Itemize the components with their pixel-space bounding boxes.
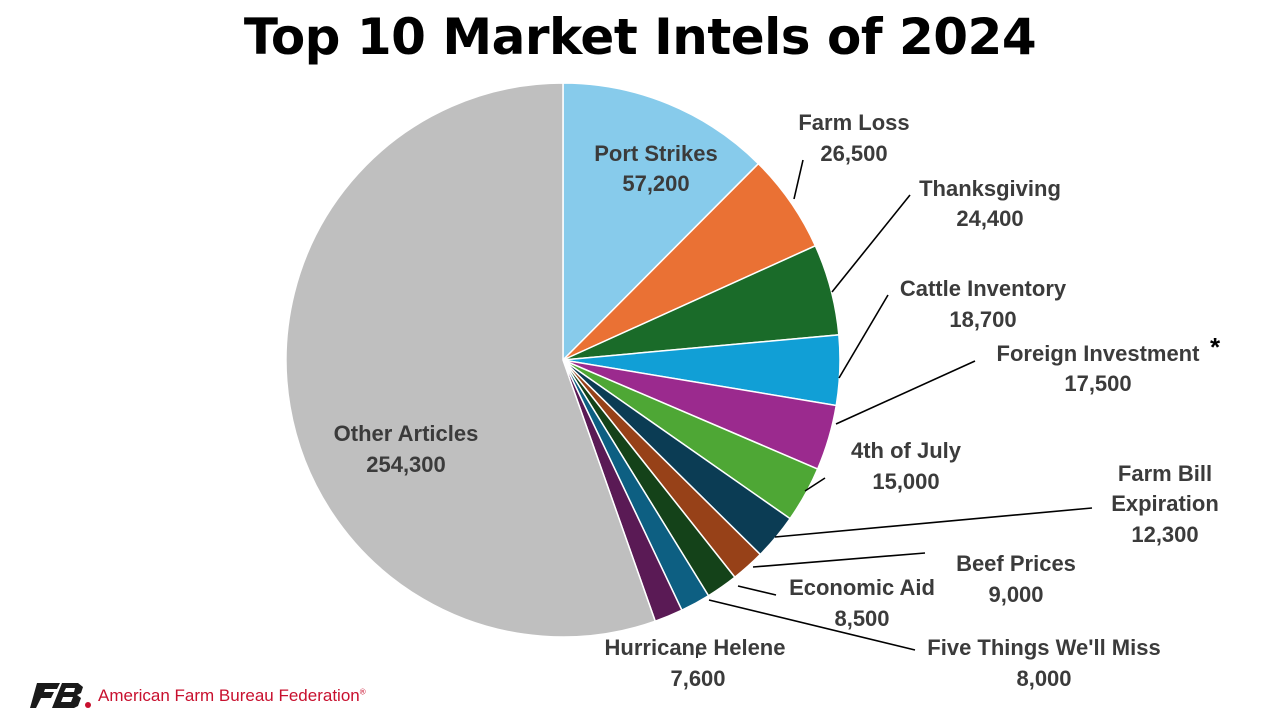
- data-label-value: 15,000: [872, 469, 939, 494]
- leader-line: [838, 294, 889, 379]
- data-label-value: 7,600: [670, 666, 725, 691]
- data-label-category: Other Articles: [334, 421, 479, 446]
- data-label-value: 254,300: [366, 452, 446, 477]
- data-label-category: Farm Loss: [798, 110, 909, 135]
- data-label-value: 8,500: [834, 606, 889, 631]
- data-label-value: 17,500: [1064, 371, 1131, 396]
- leader-line: [752, 552, 926, 568]
- data-label-category: 4th of July: [851, 438, 962, 463]
- footnote-asterisk: *: [1210, 332, 1221, 362]
- chart-title: Top 10 Market Intels of 2024: [243, 8, 1037, 66]
- data-label-category: Beef Prices: [956, 551, 1076, 576]
- leader-line: [737, 585, 777, 596]
- data-label-value: 12,300: [1131, 522, 1198, 547]
- leader-line: [804, 477, 826, 492]
- data-label-category: Expiration: [1111, 491, 1219, 516]
- leader-line: [708, 599, 916, 651]
- leader-line: [793, 159, 804, 200]
- leader-line: [831, 194, 911, 293]
- data-label-value: 57,200: [622, 171, 689, 196]
- data-label-category: Five Things We'll Miss: [927, 635, 1160, 660]
- footer: American Farm Bureau Federation®: [30, 680, 366, 710]
- afbf-logo-icon: [30, 683, 91, 708]
- pie-slice-port-strikes: [562, 82, 760, 362]
- leader-line: [835, 360, 976, 425]
- data-label-category: Port Strikes: [594, 141, 718, 166]
- pie-slice-other-articles: [285, 82, 657, 638]
- data-label-category: Foreign Investment: [997, 341, 1201, 366]
- data-label-value: 18,700: [949, 307, 1016, 332]
- data-label-category: Cattle Inventory: [900, 276, 1067, 301]
- data-label-category: Hurricane Helene: [605, 635, 786, 660]
- data-label-category: Thanksgiving: [919, 176, 1061, 201]
- organization-name: American Farm Bureau Federation®: [98, 686, 366, 705]
- data-label-value: 24,400: [956, 206, 1023, 231]
- data-label-value: 8,000: [1016, 666, 1071, 691]
- leader-line: [774, 507, 1093, 538]
- data-label-category: Economic Aid: [789, 575, 935, 600]
- data-label-value: 9,000: [988, 582, 1043, 607]
- data-label-category: Farm Bill: [1118, 461, 1212, 486]
- data-label-value: 26,500: [820, 141, 887, 166]
